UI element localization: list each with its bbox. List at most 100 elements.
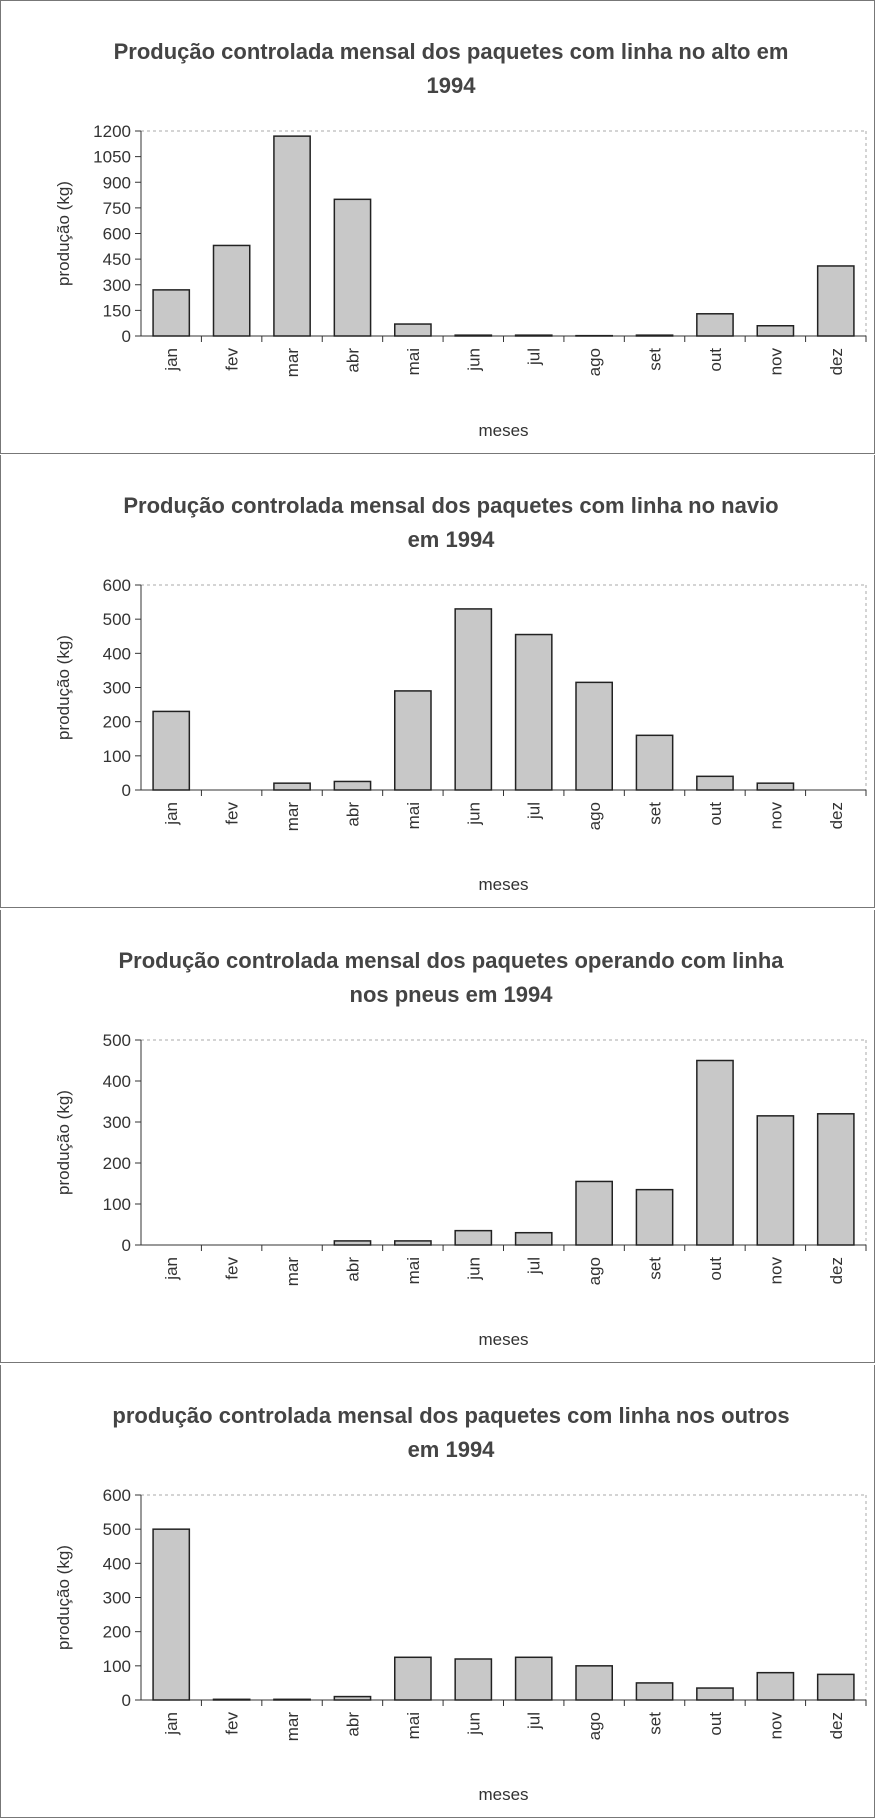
x-tick-label: ago [585, 1712, 604, 1740]
x-tick-label: abr [343, 1257, 362, 1282]
bar [696, 313, 734, 337]
bar [454, 608, 493, 791]
bar [333, 1240, 372, 1246]
y-tick-label: 400 [103, 1554, 131, 1573]
bar [333, 198, 372, 337]
x-tick-label: nov [766, 802, 785, 830]
x-tick-label: abr [343, 348, 362, 373]
bar [514, 633, 553, 791]
y-tick-label: 100 [103, 1195, 131, 1214]
bar [454, 1658, 493, 1701]
y-tick-label: 600 [103, 576, 131, 595]
bar [756, 782, 795, 791]
bar [212, 1698, 251, 1701]
y-tick-label: 400 [103, 1072, 131, 1091]
x-tick-label: jun [464, 1257, 483, 1281]
x-tick-label: jun [464, 802, 483, 826]
bar [575, 1180, 613, 1246]
bar [816, 265, 855, 337]
x-tick-label: jun [464, 1712, 483, 1736]
x-tick-label: out [706, 1712, 725, 1736]
bar [394, 1656, 432, 1701]
bar [273, 135, 311, 337]
chart: 0 100 200 300 400 500 600 produção (kg) meses jan… [54, 1486, 867, 1804]
bar [575, 1665, 613, 1701]
x-axis-label: meses [478, 875, 528, 894]
y-tick-label: 200 [103, 1154, 131, 1173]
chart-panel: Produção controlada mensal dos paquetes … [0, 455, 875, 908]
x-tick-label: jul [525, 348, 544, 366]
chart-panel: Produção controlada mensal dos paquetes … [0, 910, 875, 1363]
y-tick-label: 0 [122, 1691, 131, 1710]
chart-panel: produção controlada mensal dos paquetes … [0, 1365, 875, 1818]
x-tick-label: jul [525, 802, 544, 820]
chart: 0 150 300 450 600 750 900 1050 1200 produção (kg)… [54, 122, 867, 440]
x-tick-label: set [646, 1257, 665, 1280]
chart: 0 100 200 300 400 500 produção (kg) meses jan fev… [54, 1031, 867, 1349]
chart-title: produção controlada mensal dos paquetes … [112, 1403, 790, 1462]
x-tick-label: ago [585, 802, 604, 830]
x-tick-label: mar [283, 1712, 302, 1742]
x-tick-label: set [646, 348, 665, 371]
x-tick-label: jul [525, 1712, 544, 1730]
bar [696, 775, 734, 791]
bar [635, 734, 674, 791]
bar [635, 334, 674, 337]
x-tick-label: abr [343, 1712, 362, 1737]
y-tick-label: 200 [103, 713, 131, 732]
y-axis-label: produção (kg) [54, 1545, 73, 1650]
y-tick-label: 1050 [93, 148, 131, 167]
x-tick-label: dez [827, 1257, 846, 1284]
x-tick-label: jan [162, 1712, 181, 1736]
bar [273, 1698, 311, 1701]
y-tick-label: 300 [103, 276, 131, 295]
x-tick-label: jun [464, 348, 483, 372]
x-tick-label: dez [827, 348, 846, 375]
x-tick-label: jan [162, 348, 181, 372]
x-tick-label: mai [404, 802, 423, 829]
bar [454, 1229, 493, 1246]
x-tick-label: fev [223, 1712, 242, 1735]
x-tick-label: fev [223, 1257, 242, 1280]
x-tick-label: mar [283, 1257, 302, 1287]
bar [333, 780, 372, 791]
bar [756, 1115, 795, 1246]
y-tick-label: 300 [103, 1589, 131, 1608]
bar [635, 1682, 674, 1701]
chart-title: Produção controlada mensal dos paquetes … [123, 493, 779, 552]
y-tick-label: 0 [122, 327, 131, 346]
x-tick-label: mai [404, 348, 423, 375]
y-axis-label: produção (kg) [54, 1090, 73, 1195]
x-tick-label: mai [404, 1712, 423, 1739]
chart-panel: Produção controlada mensal dos paquetes … [0, 0, 875, 454]
y-axis-label: produção (kg) [54, 635, 73, 740]
x-tick-label: fev [223, 348, 242, 371]
bar [575, 681, 613, 791]
y-tick-label: 400 [103, 644, 131, 663]
y-tick-label: 100 [103, 747, 131, 766]
x-tick-label: fev [223, 802, 242, 825]
x-tick-label: jul [525, 1257, 544, 1275]
x-tick-label: dez [827, 802, 846, 829]
x-tick-label: abr [343, 802, 362, 827]
x-tick-label: ago [585, 1257, 604, 1285]
y-tick-label: 500 [103, 1031, 131, 1050]
x-tick-label: dez [827, 1712, 846, 1739]
bar [394, 690, 432, 791]
bar [514, 1656, 553, 1701]
bar [514, 334, 553, 337]
bar [333, 1695, 372, 1701]
x-tick-label: set [646, 802, 665, 825]
chart-title: Produção controlada mensal dos paquetes … [113, 39, 789, 98]
x-tick-label: nov [766, 348, 785, 376]
bar [635, 1188, 674, 1246]
bar [394, 1240, 432, 1246]
y-tick-label: 500 [103, 1520, 131, 1539]
y-tick-label: 600 [103, 1486, 131, 1505]
chart: 0 100 200 300 400 500 600 produção (kg) meses jan… [54, 576, 867, 894]
bar [816, 1673, 855, 1701]
y-tick-label: 0 [122, 781, 131, 800]
bar [514, 1231, 553, 1246]
y-tick-label: 1200 [93, 122, 131, 141]
bar [152, 710, 191, 791]
